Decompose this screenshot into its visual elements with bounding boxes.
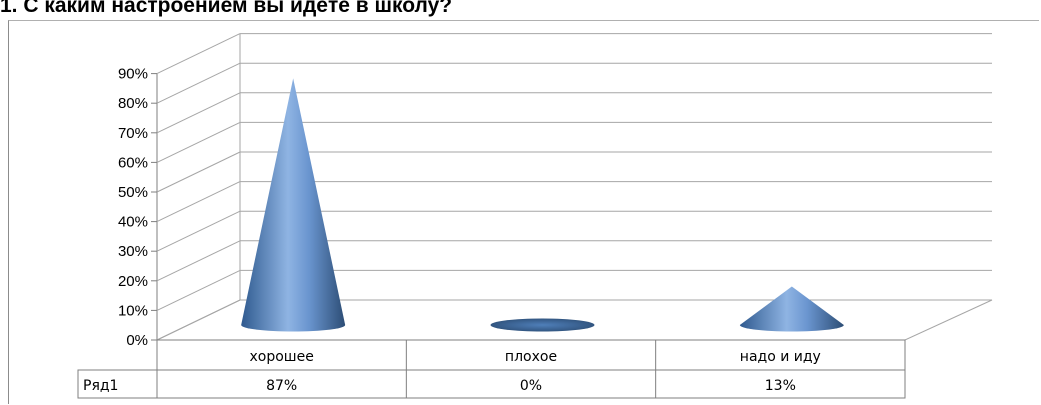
data-value-label: 87% bbox=[266, 378, 297, 394]
y-tick-label: 50% bbox=[118, 184, 148, 201]
page-title: 1. С каким настроением вы идёте в школу? bbox=[0, 0, 453, 17]
side-wall-gridline bbox=[156, 92, 241, 134]
y-tick-label: 30% bbox=[118, 243, 148, 260]
side-wall-gridline bbox=[156, 240, 241, 282]
side-wall-gridline bbox=[156, 210, 241, 252]
category-label: плохое bbox=[505, 349, 557, 365]
y-tick-label: 0% bbox=[126, 332, 148, 349]
side-wall-gridline bbox=[156, 33, 241, 75]
side-wall-gridline bbox=[156, 121, 241, 163]
y-tick-label: 70% bbox=[118, 125, 148, 142]
category-label: хорошее bbox=[249, 349, 313, 365]
y-tick-label: 20% bbox=[118, 273, 148, 290]
chart-frame bbox=[8, 20, 1039, 404]
side-wall-gridline bbox=[156, 62, 241, 104]
y-tick-label: 40% bbox=[118, 214, 148, 231]
cone-3 bbox=[739, 286, 844, 332]
side-wall-gridline bbox=[156, 151, 241, 193]
table-data-row bbox=[77, 369, 906, 399]
y-tick-label: 10% bbox=[118, 302, 148, 319]
y-tick-label: 90% bbox=[118, 66, 148, 83]
side-wall-gridline bbox=[156, 181, 241, 223]
cone-2-base bbox=[490, 318, 595, 332]
side-wall-gridline bbox=[156, 269, 241, 311]
data-value-label: 0% bbox=[520, 378, 542, 394]
series-name-label: Ряд1 bbox=[83, 378, 118, 394]
data-value-label: 13% bbox=[765, 378, 796, 394]
y-tick-label: 80% bbox=[118, 95, 148, 112]
cone-1 bbox=[241, 78, 346, 332]
y-tick-label: 60% bbox=[118, 154, 148, 171]
category-label: надо и иду bbox=[740, 349, 821, 365]
